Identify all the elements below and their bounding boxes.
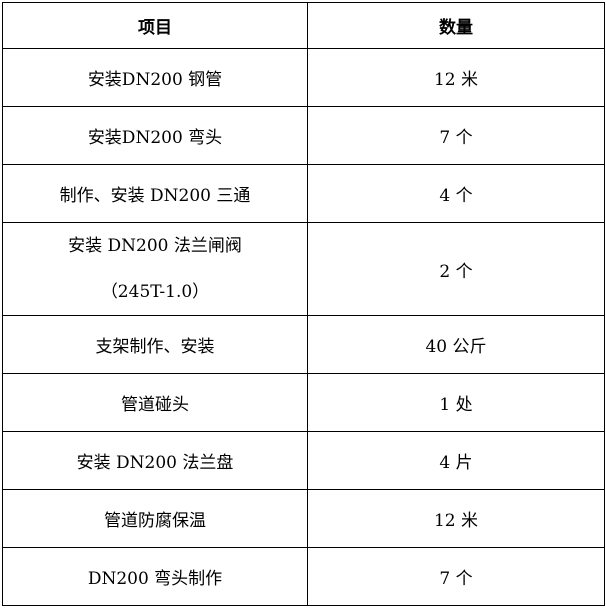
materials-table: 项目 数量 安装DN200 钢管 12 米 安装DN200 弯头 7 个 制作、… <box>2 2 605 606</box>
item-cell: 支架制作、安装 <box>2 315 308 374</box>
item-cell: DN200 弯头制作 <box>2 547 308 606</box>
item-cell: 安装DN200 弯头 <box>2 106 308 165</box>
header-item: 项目 <box>2 2 308 49</box>
item-cell: 安装 DN200 法兰闸阀 （245T-1.0） <box>2 222 308 316</box>
quantity-cell: 2 个 <box>307 222 605 316</box>
table-header-row: 项目 数量 <box>2 2 605 49</box>
quantity-cell: 7 个 <box>307 547 605 606</box>
item-line-2: （245T-1.0） <box>100 282 210 302</box>
table-row: 支架制作、安装 40 公斤 <box>2 315 605 374</box>
header-quantity: 数量 <box>307 2 605 49</box>
table-row: 安装DN200 钢管 12 米 <box>2 48 605 107</box>
table-row: 管道防腐保温 12 米 <box>2 489 605 548</box>
quantity-cell: 12 米 <box>307 489 605 548</box>
quantity-cell: 12 米 <box>307 48 605 107</box>
item-cell: 制作、安装 DN200 三通 <box>2 164 308 223</box>
quantity-cell: 40 公斤 <box>307 315 605 374</box>
quantity-cell: 4 片 <box>307 431 605 490</box>
table-row: 安装 DN200 法兰盘 4 片 <box>2 431 605 490</box>
table-row: 管道碰头 1 处 <box>2 373 605 432</box>
table-row: 安装 DN200 法兰闸阀 （245T-1.0） 2 个 <box>2 222 605 316</box>
item-cell: 安装 DN200 法兰盘 <box>2 431 308 490</box>
item-cell: 管道防腐保温 <box>2 489 308 548</box>
quantity-cell: 4 个 <box>307 164 605 223</box>
item-cell: 安装DN200 钢管 <box>2 48 308 107</box>
item-cell: 管道碰头 <box>2 373 308 432</box>
table-row: 安装DN200 弯头 7 个 <box>2 106 605 165</box>
item-line-1: 安装 DN200 法兰闸阀 <box>68 236 242 256</box>
quantity-cell: 7 个 <box>307 106 605 165</box>
table-row: 制作、安装 DN200 三通 4 个 <box>2 164 605 223</box>
table-row: DN200 弯头制作 7 个 <box>2 547 605 606</box>
quantity-cell: 1 处 <box>307 373 605 432</box>
